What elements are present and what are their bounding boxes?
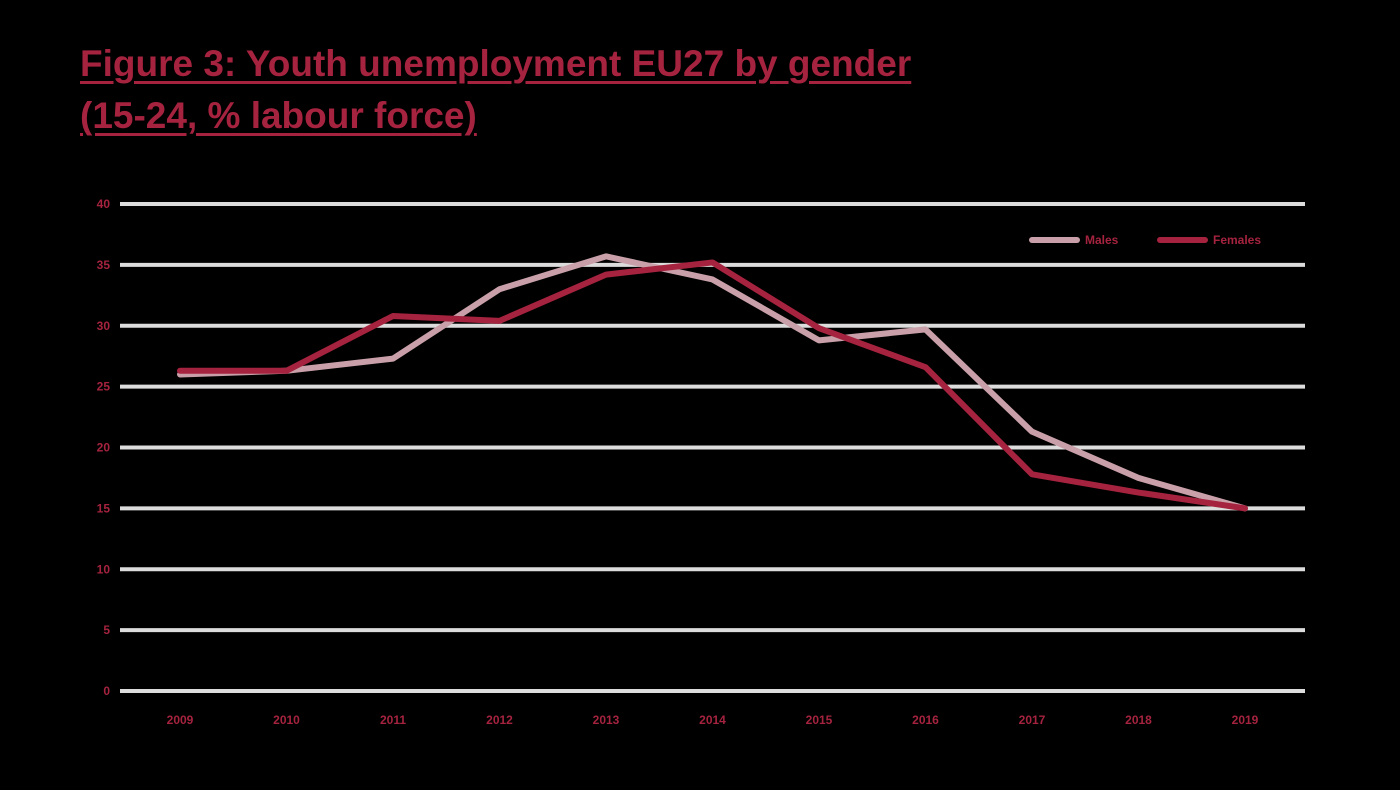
- data-point-males: [499, 288, 500, 290]
- data-point-males: [712, 278, 713, 280]
- data-point-males: [1031, 431, 1033, 433]
- y-tick-label: 15: [97, 501, 111, 515]
- chart-title: Figure 3: Youth unemployment EU27 by gen…: [80, 38, 911, 142]
- legend-label: Females: [1213, 233, 1261, 247]
- x-tick-label: 2014: [699, 713, 726, 727]
- data-point-males: [1138, 477, 1139, 479]
- series-lines: [177, 253, 1248, 512]
- data-point-males: [925, 328, 926, 330]
- x-tick-label: 2009: [167, 713, 194, 727]
- data-point-females: [1138, 492, 1139, 494]
- legend-item-females: Females: [1157, 233, 1261, 247]
- data-point-females: [605, 274, 607, 276]
- data-point-females: [179, 370, 181, 372]
- y-tick-label: 20: [97, 441, 111, 455]
- data-point-females: [286, 370, 287, 372]
- legend: Males Females: [1029, 233, 1261, 247]
- x-tick-label: 2010: [273, 713, 300, 727]
- y-tick-label: 30: [97, 319, 111, 333]
- x-tick-label: 2013: [593, 713, 620, 727]
- data-point-males: [392, 358, 394, 360]
- series-line-males: [177, 253, 1248, 512]
- x-axis-ticks: 2009 2010 2011 2012 2013 2014 2015 2016 2017 2018…: [167, 713, 1259, 727]
- legend-item-males: Males: [1029, 233, 1119, 247]
- y-axis-ticks: 0 5 10 15 20 25 30 35 40: [97, 197, 111, 698]
- x-tick-label: 2016: [912, 713, 939, 727]
- x-tick-label: 2017: [1019, 713, 1046, 727]
- y-tick-label: 0: [103, 684, 110, 698]
- y-tick-label: 25: [97, 380, 111, 394]
- data-point-females: [499, 320, 500, 322]
- data-point-males: [818, 339, 820, 341]
- y-tick-label: 10: [97, 562, 111, 576]
- data-point-females: [818, 327, 820, 329]
- x-tick-label: 2018: [1125, 713, 1152, 727]
- legend-label: Males: [1085, 233, 1119, 247]
- data-point-females: [1244, 507, 1246, 509]
- data-point-females: [392, 315, 394, 317]
- x-tick-label: 2015: [806, 713, 833, 727]
- data-point-males: [179, 373, 181, 375]
- data-point-females: [712, 261, 713, 263]
- y-tick-label: 5: [103, 623, 110, 637]
- data-point-females: [925, 366, 926, 368]
- data-point-females: [1031, 473, 1033, 475]
- x-tick-label: 2012: [486, 713, 513, 727]
- y-tick-label: 40: [97, 197, 111, 211]
- x-tick-label: 2011: [380, 713, 406, 727]
- chart-title-line-1: Figure 3: Youth unemployment EU27 by gen…: [80, 43, 912, 84]
- x-tick-label: 2019: [1232, 713, 1259, 727]
- data-point-males: [605, 255, 607, 257]
- chart-title-line-2: (15-24, % labour force): [80, 95, 477, 136]
- y-tick-label: 35: [97, 258, 111, 272]
